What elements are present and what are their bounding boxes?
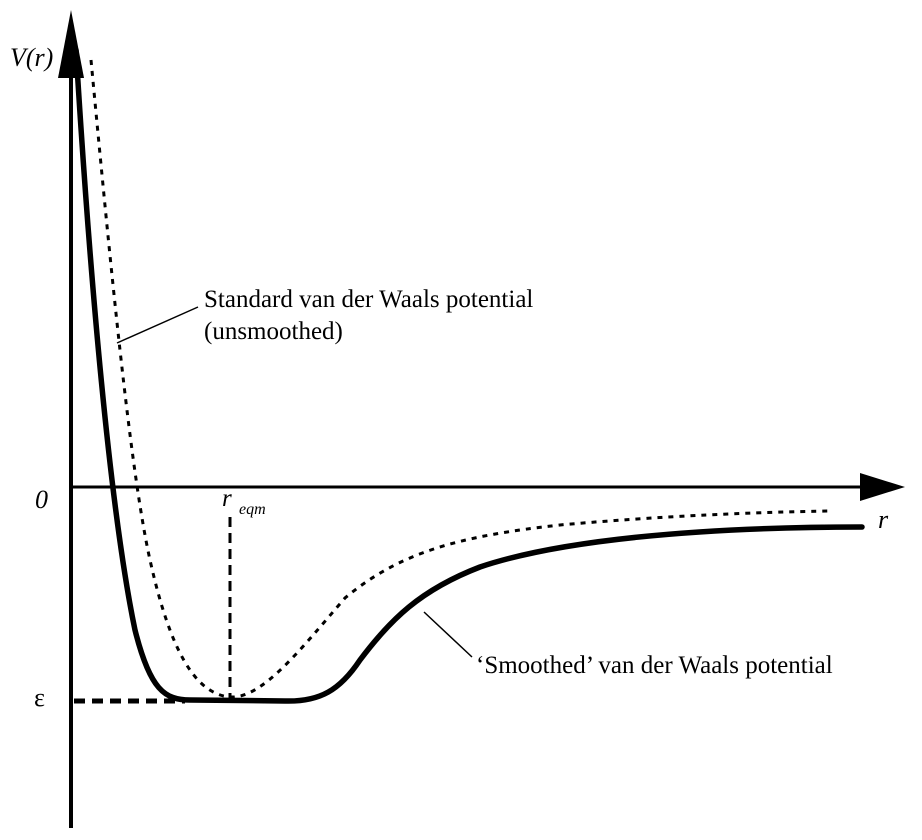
y-axis-arrowhead bbox=[58, 10, 84, 78]
epsilon-label: ε bbox=[34, 683, 45, 712]
r-eqm-subscript: eqm bbox=[239, 501, 266, 518]
r-eqm-main: r bbox=[222, 485, 232, 512]
x-axis-label: r bbox=[878, 505, 889, 534]
standard-curve-label-line2: (unsmoothed) bbox=[204, 318, 343, 345]
standard-curve-label-line1: Standard van der Waals potential bbox=[204, 286, 533, 313]
smoothed-curve-pointer bbox=[423, 611, 473, 658]
x-axis-arrowhead bbox=[860, 473, 905, 501]
smoothed-potential-curve bbox=[73, 47, 865, 704]
standard-potential-curve bbox=[89, 59, 831, 699]
r-eqm-label: r eqm bbox=[222, 485, 266, 518]
smoothed-curve-label: ‘Smoothed’ van der Waals potential bbox=[476, 652, 833, 679]
zero-label: 0 bbox=[35, 485, 48, 514]
y-axis-label: V(r) bbox=[10, 43, 53, 72]
standard-curve-pointer bbox=[116, 306, 199, 344]
